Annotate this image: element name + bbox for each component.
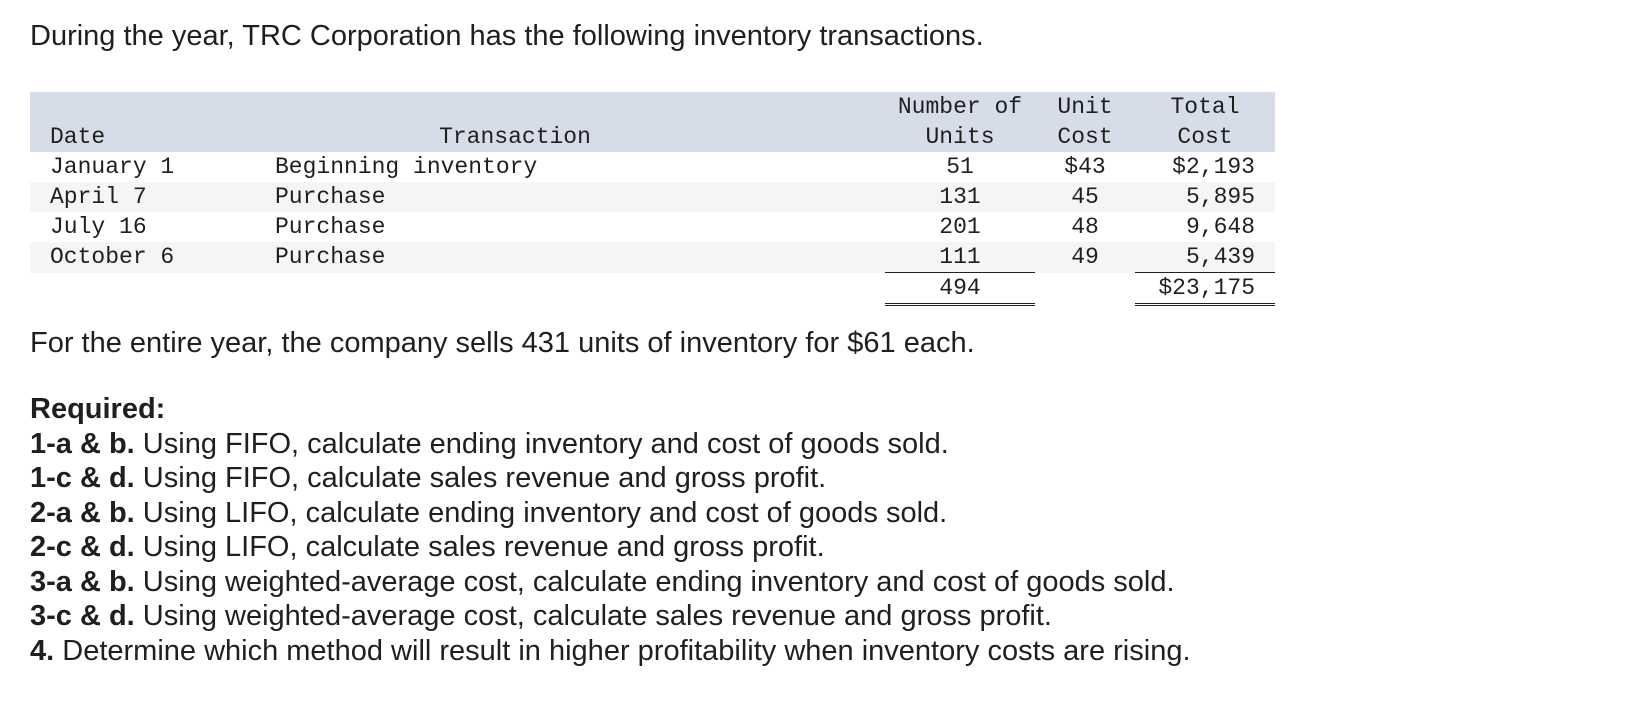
required-item-text: Determine which method will result in hi… xyxy=(54,634,1191,667)
table-row: April 7 Purchase 131 45 5,895 xyxy=(30,182,1275,212)
cell-unit-cost: 49 xyxy=(1035,242,1135,273)
total-cost: $23,175 xyxy=(1135,272,1275,306)
totals-row: 494 $23,175 xyxy=(30,272,1275,306)
required-item-text: Using LIFO, calculate ending inventory a… xyxy=(134,496,948,529)
header-units-line2: Units xyxy=(925,124,995,150)
intro-text: During the year, TRC Corporation has the… xyxy=(30,20,984,52)
total-units: 494 xyxy=(885,272,1035,306)
required-item-label: 3-c & d. xyxy=(30,600,135,632)
required-item: 1-a & b. Using FIFO, calculate ending in… xyxy=(30,427,1191,462)
required-item: 2-a & b. Using LIFO, calculate ending in… xyxy=(30,496,1191,531)
cell-unit-cost: $43 xyxy=(1035,152,1135,182)
required-item-label: 3-a & b. xyxy=(30,565,135,598)
table-body: January 1 Beginning inventory 51 $43 $2,… xyxy=(30,152,1275,306)
table-row: July 16 Purchase 201 48 9,648 xyxy=(30,212,1275,242)
required-item-text: Using FIFO, calculate sales revenue and … xyxy=(134,462,827,494)
sales-text: For the entire year, the company sells 4… xyxy=(30,327,975,359)
totals-empty-transaction xyxy=(275,272,885,305)
header-units-line1: Number of xyxy=(897,94,1023,120)
required-item-text: Using LIFO, calculate sales revenue and … xyxy=(134,531,825,563)
cell-transaction: Beginning inventory xyxy=(275,152,885,182)
cell-date: April 7 xyxy=(30,182,275,212)
cell-total-cost: 5,439 xyxy=(1135,242,1275,273)
required-item-text: Using weighted-average cost, calculate s… xyxy=(134,600,1052,632)
cell-transaction: Purchase xyxy=(275,242,885,273)
required-item: 4. Determine which method will result in… xyxy=(30,634,1191,669)
totals-empty-unit-cost xyxy=(1035,272,1135,305)
required-item: 3-a & b. Using weighted-average cost, ca… xyxy=(30,565,1191,600)
required-item-text: Using FIFO, calculate ending inventory a… xyxy=(134,427,949,460)
header-unit-cost-line1: Unit xyxy=(1057,94,1113,120)
required-heading: Required: xyxy=(30,392,1191,427)
required-item-label: 2-c & d. xyxy=(30,531,135,563)
required-section: Required: 1-a & b. Using FIFO, calculate… xyxy=(30,392,1191,668)
cell-transaction: Purchase xyxy=(275,212,885,242)
required-item-label: 2-a & b. xyxy=(30,496,135,529)
required-item-label: 4. xyxy=(30,634,55,667)
header-transaction: Transaction xyxy=(439,124,591,150)
header-date: Date xyxy=(50,124,106,150)
cell-total-cost: 9,648 xyxy=(1135,212,1275,242)
table-header: Date Transaction Number of Unit Total Un… xyxy=(30,92,1275,152)
inventory-table: Date Transaction Number of Unit Total Un… xyxy=(30,92,1275,306)
cell-units: 111 xyxy=(885,242,1035,273)
required-item: 3-c & d. Using weighted-average cost, ca… xyxy=(30,599,1191,634)
totals-empty-date xyxy=(30,272,275,305)
cell-units: 201 xyxy=(885,212,1035,242)
required-item: 1-c & d. Using FIFO, calculate sales rev… xyxy=(30,461,1191,496)
table-row: October 6 Purchase 111 49 5,439 xyxy=(30,242,1275,273)
cell-date: January 1 xyxy=(30,152,275,182)
header-total-cost-line2: Cost xyxy=(1177,124,1233,150)
table-row: January 1 Beginning inventory 51 $43 $2,… xyxy=(30,152,1275,182)
cell-unit-cost: 48 xyxy=(1035,212,1135,242)
header-unit-cost-line2: Cost xyxy=(1057,124,1113,150)
required-item-text: Using weighted-average cost, calculate e… xyxy=(134,565,1175,598)
cell-units: 131 xyxy=(885,182,1035,212)
required-item-label: 1-a & b. xyxy=(30,427,135,460)
table-header-row: Date Transaction Number of Unit Total xyxy=(30,92,1275,150)
cell-total-cost: $2,193 xyxy=(1135,152,1275,182)
header-total-cost-line1: Total xyxy=(1170,94,1240,120)
required-heading-label: Required: xyxy=(30,393,166,425)
cell-units: 51 xyxy=(885,152,1035,182)
cell-transaction: Purchase xyxy=(275,182,885,212)
required-item: 2-c & d. Using LIFO, calculate sales rev… xyxy=(30,530,1191,565)
cell-unit-cost: 45 xyxy=(1035,182,1135,212)
required-item-label: 1-c & d. xyxy=(30,462,135,494)
cell-date: July 16 xyxy=(30,212,275,242)
cell-date: October 6 xyxy=(30,242,275,273)
cell-total-cost: 5,895 xyxy=(1135,182,1275,212)
